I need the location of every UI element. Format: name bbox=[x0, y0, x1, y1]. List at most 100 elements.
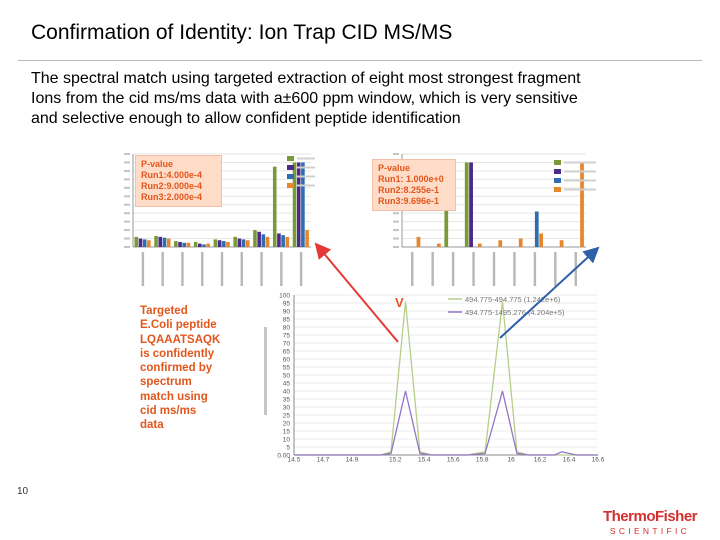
y-axis-title-mark bbox=[264, 327, 267, 415]
pvalue-run3: Run3:9.696e-1 bbox=[378, 196, 440, 206]
x-tick-label: 15.2 bbox=[389, 457, 402, 463]
thermofisher-logo: ThermoFisher SCIENTIFIC bbox=[594, 508, 706, 536]
tick-label-mark bbox=[472, 252, 475, 286]
legend-swatch bbox=[287, 165, 294, 170]
tick-label-mark bbox=[431, 252, 434, 286]
tick-label-mark bbox=[280, 252, 283, 286]
logo-tagline: SCIENTIFIC bbox=[609, 526, 691, 536]
y-tick-mark bbox=[124, 246, 130, 248]
bar bbox=[147, 240, 151, 247]
y-tick-label: 60 bbox=[283, 357, 291, 364]
y-tick-label: 85 bbox=[283, 317, 291, 324]
bar bbox=[226, 241, 230, 247]
y-tick-label: 20 bbox=[283, 421, 291, 428]
y-tick-mark bbox=[124, 153, 130, 155]
tick-label-mark bbox=[201, 252, 204, 286]
y-tick-label: 15 bbox=[283, 429, 291, 436]
y-tick-mark bbox=[393, 153, 399, 155]
y-tick-mark bbox=[393, 229, 399, 232]
title-divider bbox=[18, 60, 702, 61]
extracted-ion-chromatogram: 0.00 5 10 15 20 25 30 35 40 45 50 55 60 65 70 75 80 85 90 9… bbox=[248, 287, 606, 462]
y-tick-label: 75 bbox=[283, 333, 291, 340]
bar bbox=[162, 237, 167, 247]
bar bbox=[134, 236, 139, 247]
pvalue-box-matched: P-value Run1:4.000e-4 Run2:9.000e-4 Run3… bbox=[135, 155, 222, 207]
legend-entry bbox=[297, 175, 315, 178]
legend-entry bbox=[297, 157, 315, 160]
description-line: match using bbox=[140, 390, 208, 403]
pvalue-run3: Run3:2.000e-4 bbox=[141, 192, 203, 202]
bar bbox=[301, 162, 305, 247]
y-tick-label: 65 bbox=[283, 349, 291, 356]
description-line: confirmed by bbox=[140, 362, 213, 375]
legend-entry bbox=[564, 161, 596, 164]
tick-label-mark bbox=[451, 252, 455, 286]
pvalue-run1: Run1:4.000e-4 bbox=[141, 170, 203, 180]
legend-swatch bbox=[287, 174, 294, 179]
y-tick-mark bbox=[124, 186, 130, 189]
y-tick-label: 5 bbox=[286, 445, 290, 452]
bar bbox=[580, 162, 584, 247]
peak-marker: V bbox=[395, 295, 404, 310]
bar bbox=[292, 162, 297, 247]
bar bbox=[245, 240, 250, 247]
body-line: and selective enough to allow confident … bbox=[31, 110, 461, 127]
legend-swatch bbox=[554, 178, 561, 183]
tick-label-mark bbox=[181, 252, 184, 286]
y-tick-mark bbox=[393, 246, 399, 248]
tick-label-mark bbox=[161, 252, 164, 286]
y-tick-label: 35 bbox=[283, 397, 291, 404]
bar bbox=[469, 162, 473, 247]
y-tick-label: 55 bbox=[283, 365, 291, 372]
page-number: 10 bbox=[17, 486, 29, 497]
y-tick-mark bbox=[124, 161, 130, 164]
x-tick-label: 15.8 bbox=[476, 457, 489, 463]
description-line: Targeted bbox=[140, 305, 188, 317]
bar bbox=[477, 243, 482, 247]
legend-label: 494.775-1495.276 (4.204e+5) bbox=[465, 308, 565, 317]
bar bbox=[539, 233, 544, 247]
x-tick-label: 14.5 bbox=[288, 457, 301, 463]
bar bbox=[174, 241, 178, 247]
slide-body-text: The spectral match using targeted extrac… bbox=[31, 69, 671, 129]
description-line: LQAAATSAQK bbox=[140, 333, 221, 346]
bar bbox=[257, 231, 261, 247]
tick-label-mark bbox=[220, 252, 224, 286]
bar bbox=[281, 235, 285, 247]
series-line bbox=[294, 390, 598, 456]
pvalue-box-unmatched: P-value Run1: 1.000e+0 Run2:8.255e-1 Run… bbox=[372, 159, 456, 211]
x-tick-label: 15.4 bbox=[418, 457, 431, 463]
bar bbox=[518, 238, 523, 247]
unmatched-spectrum-svg bbox=[393, 153, 596, 286]
bar bbox=[265, 236, 270, 247]
bar bbox=[154, 236, 158, 247]
y-tick-mark bbox=[124, 229, 130, 232]
bar bbox=[437, 243, 441, 247]
x-tick-label: 15.6 bbox=[447, 457, 460, 463]
description-line: cid ms/ms bbox=[140, 405, 197, 418]
bar bbox=[178, 241, 182, 247]
bar bbox=[198, 243, 202, 247]
bar bbox=[213, 239, 218, 247]
bar bbox=[142, 239, 147, 247]
legend-label: 494.775-494.775 (1.242e+6) bbox=[465, 295, 561, 304]
legend-entry bbox=[564, 188, 596, 191]
body-line: The spectral match using targeted extrac… bbox=[31, 70, 581, 87]
tick-label-mark bbox=[240, 252, 243, 286]
tick-label-mark bbox=[260, 252, 263, 286]
y-tick-label: 95 bbox=[283, 301, 291, 308]
y-tick-label: 30 bbox=[283, 405, 291, 412]
y-tick-mark bbox=[124, 195, 130, 198]
bar bbox=[416, 236, 421, 247]
tick-label-mark bbox=[299, 252, 303, 286]
bar bbox=[158, 236, 163, 247]
pvalue-heading: P-value bbox=[378, 163, 411, 173]
description-line: data bbox=[140, 419, 164, 432]
bar bbox=[464, 162, 469, 247]
tick-label-mark bbox=[411, 252, 414, 286]
y-tick-mark bbox=[124, 212, 130, 215]
x-tick-label: 16.2 bbox=[534, 457, 547, 463]
bar bbox=[277, 233, 281, 247]
x-tick-label: 16.6 bbox=[592, 457, 605, 463]
